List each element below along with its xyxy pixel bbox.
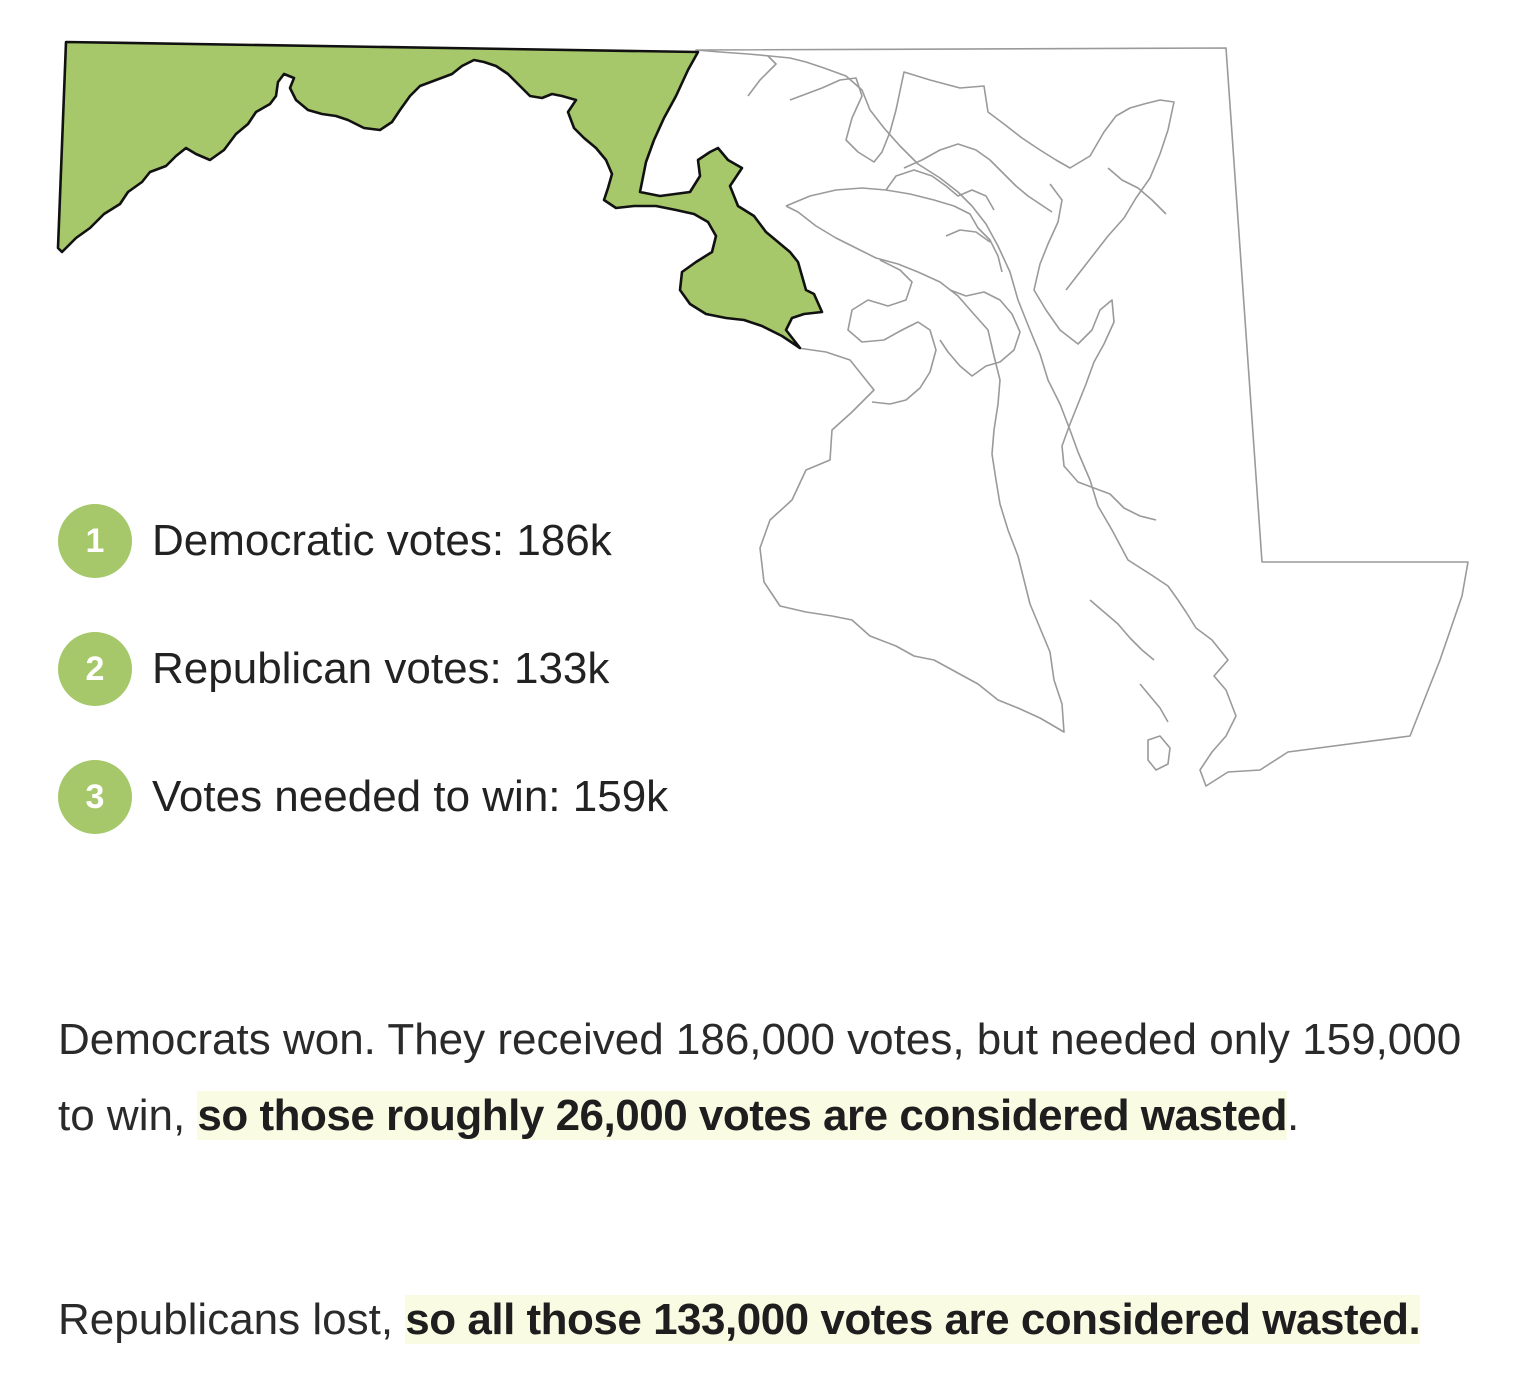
- highlighted-text: so those roughly 26,000 votes are consid…: [197, 1091, 1287, 1140]
- county-lines-north: [747, 55, 1175, 291]
- highlighted-district: [56, 40, 824, 350]
- paragraph-text: Democrats won. They received 186,000 vot…: [58, 1015, 1462, 1140]
- republicans-paragraph: Republicans lost, so all those 133,000 v…: [58, 1282, 1478, 1358]
- number-badge: 1: [58, 504, 132, 578]
- county-lines-east: [1033, 167, 1171, 771]
- county-lines-central: [785, 143, 1053, 405]
- number-badge: 2: [58, 632, 132, 706]
- paragraph-tail: .: [1286, 1091, 1300, 1140]
- legend-item-republican-votes: 2 Republican votes: 133k: [58, 632, 609, 706]
- democrats-paragraph: Democrats won. They received 186,000 vot…: [58, 1002, 1478, 1154]
- legend-item-democratic-votes: 1 Democratic votes: 186k: [58, 504, 612, 578]
- legend-label: Votes needed to win: 159k: [152, 772, 669, 821]
- legend-label: Democratic votes: 186k: [152, 516, 612, 565]
- number-badge: 3: [58, 760, 132, 834]
- paragraph-text: Republicans lost,: [58, 1295, 406, 1344]
- maryland-district-map: [56, 40, 1469, 787]
- state-outline: [695, 47, 1469, 787]
- legend-label: Republican votes: 133k: [152, 644, 610, 693]
- highlighted-text: so all those 133,000 votes are considere…: [405, 1295, 1421, 1344]
- legend-item-votes-needed: 3 Votes needed to win: 159k: [58, 760, 668, 834]
- county-outlines: [695, 47, 1469, 787]
